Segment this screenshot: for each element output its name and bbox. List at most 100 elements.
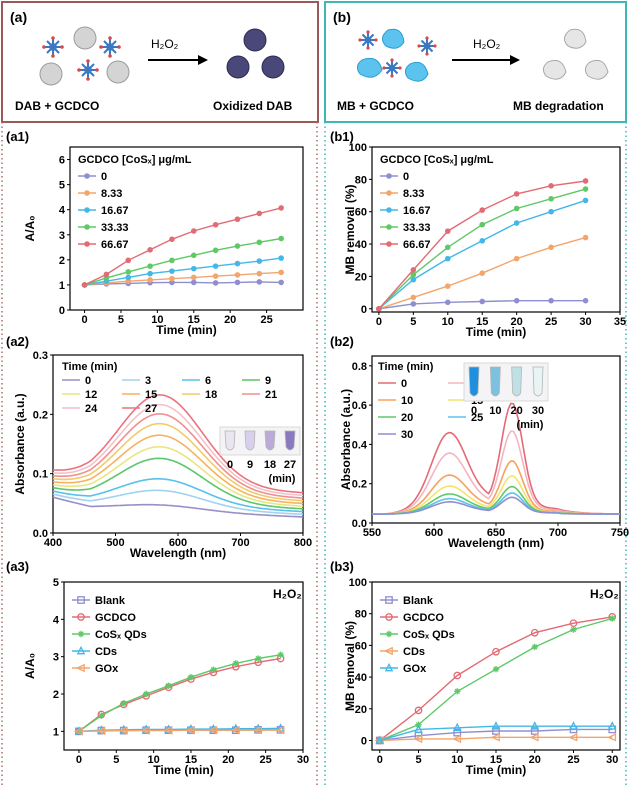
inset-label: 9: [247, 459, 253, 471]
x-tick-label: 30: [579, 316, 591, 328]
y-tick-label: 1: [59, 280, 65, 292]
legend-label: 15: [145, 389, 157, 401]
x-axis-title: Time (min): [156, 323, 216, 337]
data-point: [232, 660, 239, 667]
data-point: [376, 737, 383, 744]
series-line-2: [84, 257, 282, 286]
x-tick-label: 0: [82, 314, 88, 326]
data-point: [410, 301, 417, 307]
data-point: [453, 728, 462, 737]
data-point: [278, 269, 284, 276]
data-point: [140, 726, 151, 735]
data-point: [530, 628, 539, 637]
data-point: [453, 671, 462, 680]
inset-label: 18: [264, 459, 276, 471]
series-line-4: [78, 729, 281, 732]
y-tick-label: 100: [349, 142, 367, 154]
plot-frame: [69, 146, 304, 311]
data-point: [609, 615, 616, 622]
legend-label: 10: [401, 395, 413, 407]
y-tick-label: 4: [53, 614, 60, 626]
data-point: [234, 260, 241, 267]
annotation: H₂O₂: [273, 587, 302, 601]
x-axis-title: Wavelength (nm): [448, 536, 544, 550]
legend-label: Blank: [403, 595, 434, 607]
y-tick-label: 0.8: [352, 361, 367, 373]
spectrum-line-3: [52, 489, 304, 516]
y-tick-label: 5: [59, 180, 65, 192]
y-axis-title: Absorbance (a.u.): [13, 393, 27, 494]
data-point: [414, 706, 423, 715]
x-tick-label: 20: [511, 316, 523, 328]
x-tick-label: 15: [476, 316, 488, 328]
data-point: [568, 733, 578, 742]
panel-label: (a1): [6, 129, 29, 144]
data-point: [163, 726, 173, 735]
y-tick-label: 2: [53, 689, 59, 701]
series-line-4: [379, 725, 613, 742]
legend-marker: [76, 645, 86, 655]
y-tick-label: 0.2: [352, 479, 367, 491]
x-tick-label: 25: [545, 316, 557, 328]
data-point: [278, 279, 284, 286]
legend-label: GCDCO: [403, 612, 444, 624]
legend-label: 0: [101, 171, 107, 183]
data-point: [103, 271, 110, 278]
data-point: [444, 255, 451, 262]
data-point: [491, 721, 501, 730]
chart-a2: (a2)400 500 600 700 8000.00.10.20.3Wavelengt…: [6, 334, 312, 560]
data-point: [234, 272, 241, 278]
data-point: [413, 734, 423, 744]
data-point: [212, 280, 219, 286]
data-point: [492, 647, 500, 656]
scheme-b-frame: [324, 1, 627, 123]
data-point: [147, 247, 153, 253]
data-point: [125, 269, 132, 275]
y-tick-label: 100: [349, 577, 367, 589]
data-point: [190, 274, 197, 281]
arrow-head-icon: [510, 55, 520, 65]
scheme-b-label: (b): [333, 9, 351, 25]
legend-marker: [385, 630, 393, 638]
data-point: [582, 234, 589, 241]
data-point: [375, 735, 385, 744]
data-point: [569, 721, 578, 730]
scheme-b-product: MB degradation: [513, 99, 604, 113]
data-point: [490, 733, 500, 742]
y-axis-title: A/A₀: [23, 653, 37, 679]
spectrum-line-6: [52, 478, 304, 513]
data-point: [73, 727, 83, 736]
legend-label: 66.67: [403, 239, 431, 251]
data-point: [570, 626, 577, 633]
legend-label: GCDCO: [95, 612, 136, 624]
legend-marker: [77, 596, 85, 604]
x-tick-label: 750: [611, 527, 629, 539]
y-axis-title: A/A₀: [23, 215, 37, 241]
data-point: [212, 273, 219, 279]
oxidized-dab-spheres: [226, 28, 285, 79]
x-tick-label: 25: [567, 754, 579, 766]
x-tick-label: 5: [113, 754, 119, 766]
chart-b3: (b3) 0 5 10 15 20 25 30 0 20 40 60 80 100 Time (min) MB…: [330, 559, 621, 777]
y-tick-label: 0: [59, 305, 65, 317]
legend-title: GCDCO [CoSₓ] μg/mL: [78, 154, 192, 166]
y-tick-label: 0: [361, 735, 367, 747]
data-point: [548, 183, 554, 189]
x-tick-label: 25: [260, 754, 272, 766]
inset-unit-label: (min): [269, 473, 296, 485]
data-point: [513, 297, 520, 304]
data-point: [230, 725, 240, 735]
legend-marker: [384, 662, 394, 672]
inset-label: 30: [532, 405, 544, 417]
scheme-a-product: Oxidized DAB: [213, 99, 293, 113]
legend-marker: [385, 613, 393, 621]
chart-b2: (b2) 550 600 650 700 750 0.0 0.2 0.4 0.6 0.8 Wavele…: [330, 334, 629, 550]
data-point: [548, 297, 554, 304]
legend-label: 16.67: [101, 205, 129, 217]
y-tick-label: 3: [59, 230, 65, 242]
x-tick-label: 0: [76, 754, 82, 766]
legend-marker: [84, 224, 90, 230]
x-tick-label: 0: [377, 754, 383, 766]
data-point: [607, 733, 617, 742]
vial-icon: [511, 366, 523, 397]
